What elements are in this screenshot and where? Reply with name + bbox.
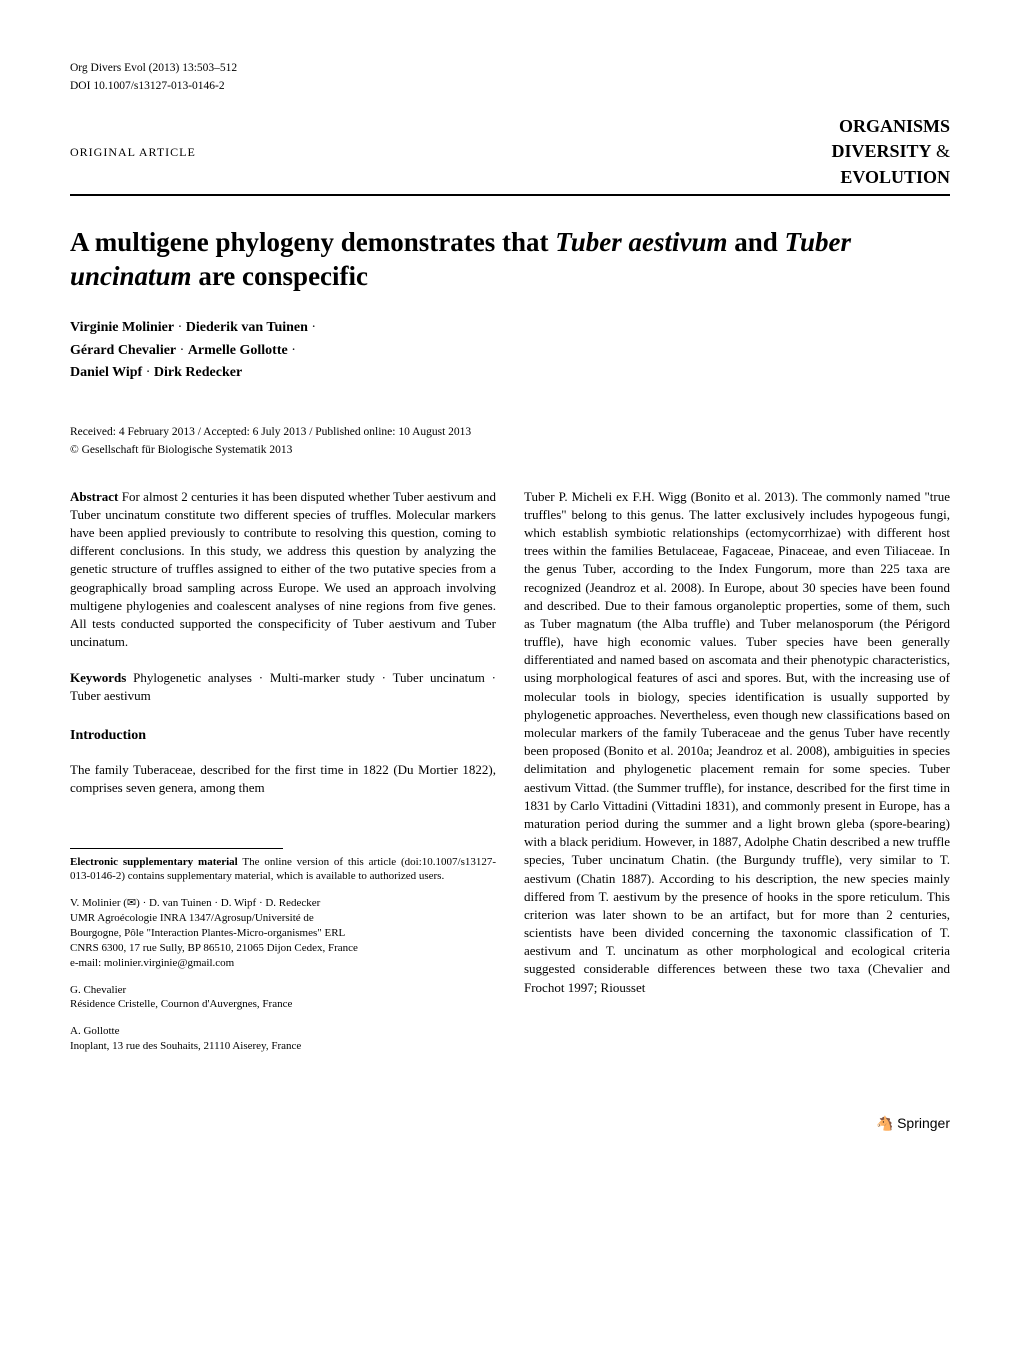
article-dates: Received: 4 February 2013 / Accepted: 6 … [70,424,950,440]
affil1-l2: Bourgogne, Pôle "Interaction Plantes-Mic… [70,926,496,941]
introduction-p1: The family Tuberaceae, described for the… [70,761,496,797]
keywords-text: Phylogenetic analyses · Multi-marker stu… [70,670,496,703]
esm: Electronic supplementary material The on… [70,855,496,885]
author-4: Armelle Gollotte [188,343,288,358]
affiliation-2: G. Chevalier Résidence Cristelle, Courno… [70,983,496,1013]
esm-label: Electronic supplementary material [70,856,238,868]
brand-ampersand: & [931,141,950,161]
copyright: © Gesellschaft für Biologische Systemati… [70,442,950,458]
title-mid: and [728,227,785,257]
affil2-names: G. Chevalier [70,983,496,998]
right-column: Tuber P. Micheli ex F.H. Wigg (Bonito et… [524,488,950,1054]
affiliation-3: A. Gollotte Inoplant, 13 rue des Souhait… [70,1024,496,1054]
right-col-text: Tuber P. Micheli ex F.H. Wigg (Bonito et… [524,488,950,997]
rule-thin [70,195,950,196]
author-sep: · [308,320,316,335]
author-sep: · [176,343,188,358]
abstract: Abstract For almost 2 centuries it has b… [70,488,496,652]
affil1-email: e-mail: molinier.virginie@gmail.com [70,956,496,971]
header-row: ORIGINAL ARTICLE ORGANISMS DIVERSITY & E… [70,114,950,190]
title-post: are conspecific [192,261,368,291]
author-sep: · [288,343,296,358]
brand-line-2: DIVERSITY & [831,139,950,164]
author-6: Dirk Redecker [154,365,242,380]
article-title: A multigene phylogeny demonstrates that … [70,226,950,294]
left-column: Abstract For almost 2 centuries it has b… [70,488,496,1054]
article-type: ORIGINAL ARTICLE [70,144,196,161]
doi: DOI 10.1007/s13127-013-0146-2 [70,78,950,94]
journal-citation: Org Divers Evol (2013) 13:503–512 [70,60,950,76]
brand-line-1: ORGANISMS [831,114,950,139]
affil2-l1: Résidence Cristelle, Cournon d'Auvergnes… [70,997,496,1012]
author-3: Gérard Chevalier [70,343,176,358]
author-list: Virginie Molinier · Diederik van Tuinen … [70,317,950,384]
author-1: Virginie Molinier [70,320,174,335]
publisher: Springer [897,1115,950,1131]
two-column-body: Abstract For almost 2 centuries it has b… [70,488,950,1054]
keywords-label: Keywords [70,670,126,685]
springer-icon: 🐴 [876,1117,897,1132]
affiliation-1: V. Molinier (✉) · D. van Tuinen · D. Wip… [70,896,496,970]
affil1-l1: UMR Agroécologie INRA 1347/Agrosup/Unive… [70,911,496,926]
keywords: Keywords Phylogenetic analyses · Multi-m… [70,669,496,705]
abstract-text: For almost 2 centuries it has been dispu… [70,489,496,650]
affil3-names: A. Gollotte [70,1024,496,1039]
brand-line-3: EVOLUTION [831,165,950,190]
author-2: Diederik van Tuinen [186,320,308,335]
esm-rule [70,848,283,849]
abstract-label: Abstract [70,489,118,504]
introduction-header: Introduction [70,726,496,746]
author-sep: · [174,320,186,335]
affil3-l1: Inoplant, 13 rue des Souhaits, 21110 Ais… [70,1039,496,1054]
journal-brand: ORGANISMS DIVERSITY & EVOLUTION [831,114,950,190]
author-5: Daniel Wipf [70,365,142,380]
affil1-l3: CNRS 6300, 17 rue Sully, BP 86510, 21065… [70,941,496,956]
author-sep: · [142,365,154,380]
title-pre: A multigene phylogeny demonstrates that [70,227,555,257]
affil1-names: V. Molinier (✉) · D. van Tuinen · D. Wip… [70,896,496,911]
title-species-1: Tuber aestivum [555,227,727,257]
footer: 🐴 Springer [70,1114,950,1135]
brand-diversity: DIVERSITY [831,141,931,161]
